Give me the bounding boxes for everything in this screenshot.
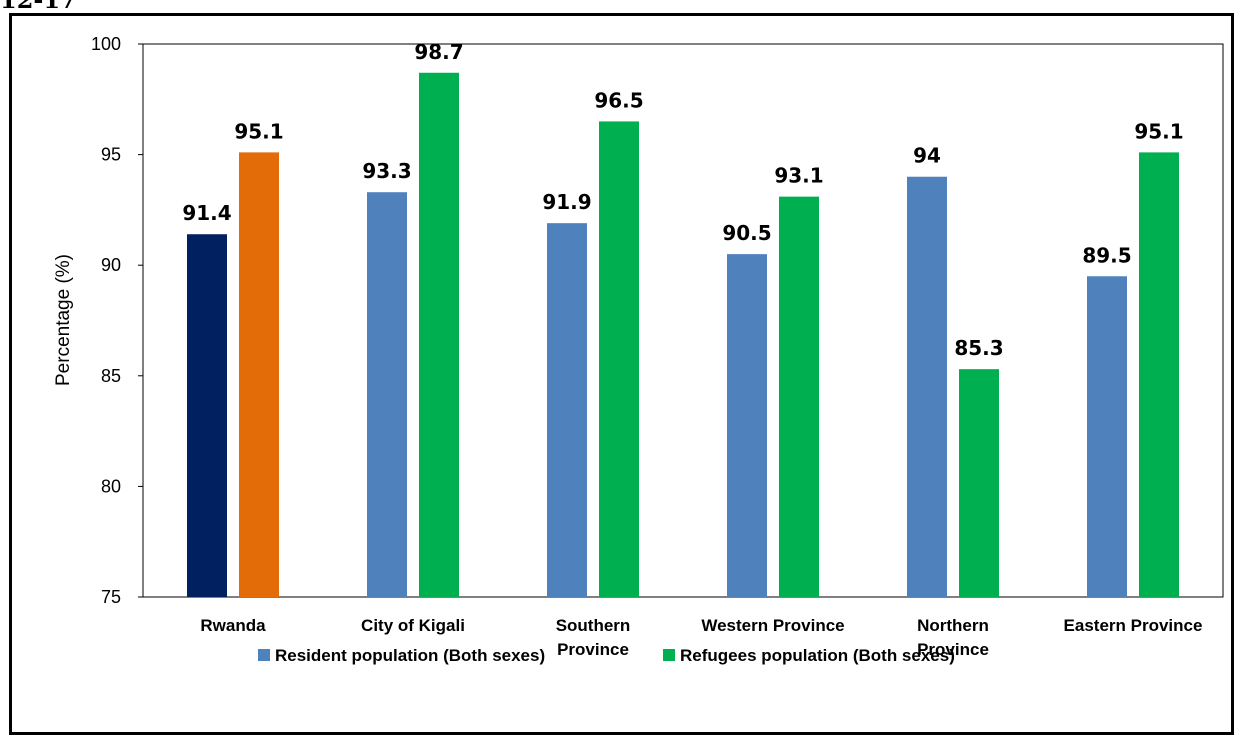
bar <box>959 369 999 597</box>
bar <box>367 192 407 598</box>
legend-label-refugees: Refugees population (Both sexes) <box>680 646 955 665</box>
legend-swatch-refugees <box>663 649 675 661</box>
bar <box>907 176 947 597</box>
bar <box>727 254 767 597</box>
bar <box>599 121 639 598</box>
plot-area <box>142 43 1224 598</box>
bar <box>239 152 279 597</box>
chart-frame <box>9 13 1234 735</box>
y-tick-label: 85 <box>101 366 121 386</box>
y-tick-label: 100 <box>91 34 121 54</box>
category-label: Province <box>557 640 629 659</box>
data-label: 98.7 <box>414 40 463 64</box>
bar <box>1139 152 1179 597</box>
y-tick-label: 75 <box>101 587 121 607</box>
bar <box>1087 276 1127 597</box>
data-label: 93.1 <box>774 164 823 188</box>
data-label: 90.5 <box>722 221 771 245</box>
legend-label-resident: Resident population (Both sexes) <box>275 646 545 665</box>
category-label: Northern <box>917 616 989 635</box>
bar <box>547 223 587 597</box>
partial-header-text: 12-17 <box>0 0 77 12</box>
bar <box>187 234 227 597</box>
category-label: City of Kigali <box>361 616 465 635</box>
data-label: 95.1 <box>234 119 283 143</box>
category-label: Eastern Province <box>1064 616 1203 635</box>
data-label: 89.5 <box>1082 243 1131 267</box>
y-axis-ticks: 75 80 85 90 95 100 <box>91 34 143 607</box>
category-label: Southern <box>556 616 631 635</box>
y-tick-label: 95 <box>101 145 121 165</box>
data-label: 93.3 <box>362 159 411 183</box>
legend-swatch-resident <box>258 649 270 661</box>
y-axis-label: Percentage (%) <box>53 254 74 386</box>
bars <box>187 72 1179 598</box>
data-label: 94 <box>913 144 941 168</box>
category-label: Province <box>917 640 989 659</box>
category-label: Rwanda <box>200 616 266 635</box>
legend: Resident population (Both sexes) Refugee… <box>258 646 955 665</box>
data-label: 85.3 <box>954 336 1003 360</box>
data-label: 91.4 <box>182 201 231 225</box>
data-label: 95.1 <box>1134 119 1183 143</box>
data-label: 91.9 <box>542 190 591 214</box>
bar <box>779 196 819 598</box>
data-labels: 91.4 95.1 93.3 98.7 91.9 96.5 90.5 93.1 94 85.3 89… <box>182 40 1183 360</box>
bar <box>419 72 459 598</box>
x-axis-categories: Rwanda City of Kigali Southern Province West… <box>200 616 1202 659</box>
y-tick-label: 80 <box>101 476 121 496</box>
category-label: Western Province <box>701 616 844 635</box>
data-label: 96.5 <box>594 88 643 112</box>
y-tick-label: 90 <box>101 255 121 275</box>
